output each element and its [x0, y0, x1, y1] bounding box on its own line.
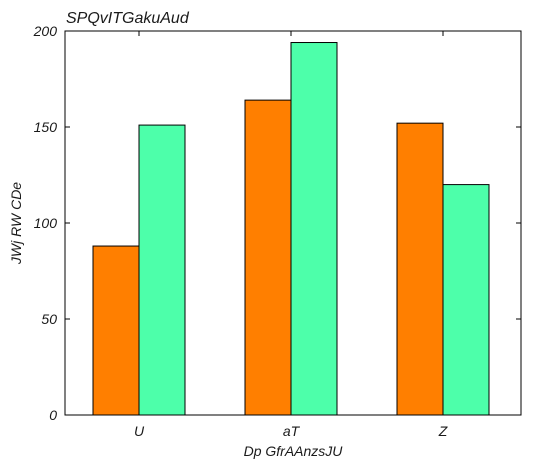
axes-layer: 0 50 100 150 200 U aT Z — [33, 23, 522, 439]
bar-Z-series-1 — [396, 122, 444, 416]
y-tick-label: 150 — [34, 119, 58, 135]
x-tick-label: Z — [438, 423, 448, 439]
bar-aT-series-2 — [290, 42, 338, 416]
bars-layer — [92, 42, 490, 416]
y-tick-label: 100 — [34, 215, 58, 231]
x-tick-label: aT — [283, 423, 301, 439]
bar-aT-series-1 — [244, 99, 292, 416]
bar-U-series-1 — [92, 245, 140, 416]
bar-Z-series-2 — [442, 184, 490, 416]
chart-title: SPQvITGakuAud — [66, 10, 190, 27]
y-tick-label: 50 — [41, 311, 57, 327]
y-axis-label: JWj RW CDe — [8, 182, 24, 265]
y-tick-label: 0 — [49, 407, 57, 423]
x-axis-label: Dp GfrAAnzsJU — [244, 443, 344, 459]
bar-U-series-2 — [138, 124, 186, 416]
y-tick-label: 200 — [33, 23, 58, 39]
x-tick-label: U — [134, 423, 145, 439]
